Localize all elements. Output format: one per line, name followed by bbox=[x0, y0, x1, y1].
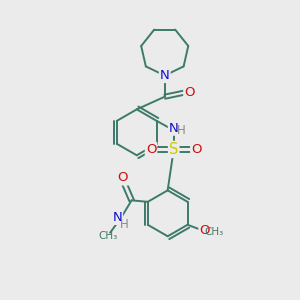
Text: S: S bbox=[169, 142, 178, 157]
Text: O: O bbox=[118, 172, 128, 184]
Text: CH₃: CH₃ bbox=[204, 227, 224, 237]
Text: O: O bbox=[184, 86, 195, 99]
Text: N: N bbox=[169, 122, 178, 135]
Text: O: O bbox=[200, 224, 210, 237]
Text: H: H bbox=[177, 124, 185, 137]
Text: CH₃: CH₃ bbox=[98, 231, 117, 241]
Text: O: O bbox=[191, 143, 202, 156]
Text: N: N bbox=[112, 211, 122, 224]
Text: N: N bbox=[160, 69, 169, 82]
Text: H: H bbox=[120, 218, 129, 231]
Text: O: O bbox=[146, 143, 156, 156]
